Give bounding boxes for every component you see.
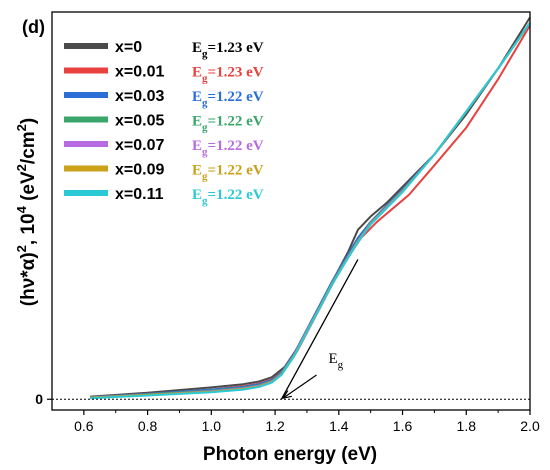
legend-label-1: x=0.01 — [115, 64, 164, 81]
legend-eg-1: Eg=1.23 eV — [192, 65, 264, 85]
legend-eg-0: Eg=1.23 eV — [192, 40, 264, 60]
series-line-6 — [90, 22, 531, 400]
series-line-1 — [90, 24, 531, 399]
x-tick-label: 1.2 — [265, 418, 285, 434]
eg-annotation-arrow — [281, 374, 317, 400]
eg-annotation-label: Eg — [328, 351, 343, 371]
x-tick-label: 1.4 — [329, 418, 349, 434]
x-tick-label: 0.6 — [74, 418, 94, 434]
legend: x=0 Eg=1.23 eV x=0.01 Eg=1.23 eV x=0.03 Eg=1.… — [64, 39, 264, 207]
legend-eg-2: Eg=1.22 eV — [192, 89, 264, 109]
y-tick-label: 0 — [35, 391, 43, 407]
x-tick-label: 1.6 — [393, 418, 413, 434]
legend-eg-5: Eg=1.22 eV — [192, 163, 264, 183]
legend-label-6: x=0.11 — [115, 186, 164, 203]
legend-label-4: x=0.07 — [115, 137, 164, 154]
legend-eg-6: Eg=1.22 eV — [192, 187, 264, 207]
x-axis-title: Photon energy (eV) — [203, 444, 377, 465]
x-tick-label: 0.8 — [138, 418, 158, 434]
y-axis-title: (hν*α)2, 104 (eV2/cm2) — [14, 118, 39, 306]
series-layer — [90, 16, 531, 400]
legend-label-0: x=0 — [115, 39, 142, 56]
legend-eg-3: Eg=1.22 eV — [192, 114, 264, 134]
arrow-head — [281, 390, 292, 400]
x-tick-label: 1.0 — [202, 418, 222, 434]
legend-label-5: x=0.09 — [115, 162, 164, 179]
tangent-line — [280, 259, 359, 400]
arrow-shaft — [282, 374, 317, 399]
plot-frame — [51, 11, 531, 411]
x-tick-label: 2.0 — [520, 418, 540, 434]
legend-label-2: x=0.03 — [115, 88, 164, 105]
y-axis-ticks: 0 — [35, 391, 52, 407]
x-tick-label: 1.8 — [457, 418, 477, 434]
x-axis-ticks: 0.6 0.8 1.0 1.2 1.4 1.6 1.8 2.0 — [74, 410, 540, 434]
legend-eg-4: Eg=1.22 eV — [192, 138, 264, 158]
panel-label: (d) — [22, 17, 45, 37]
legend-label-3: x=0.05 — [115, 113, 164, 130]
